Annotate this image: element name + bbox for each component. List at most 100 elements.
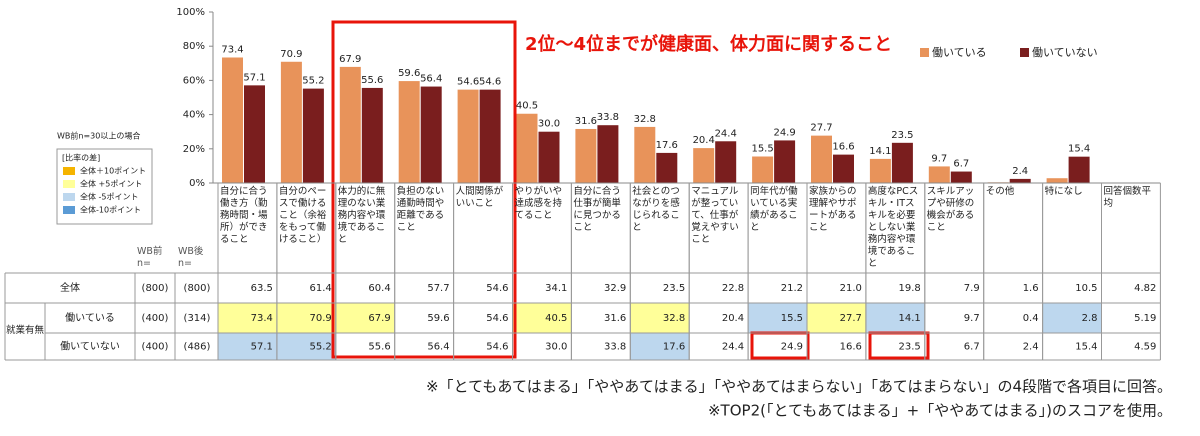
bar <box>928 166 950 183</box>
footnote: ※TOP2(「とてもあてはまる」+「ややあてはまる」)のスコアを使用。 <box>708 402 1172 420</box>
data-label: 15.4 <box>1068 144 1090 155</box>
table-cell: 32.9 <box>604 283 626 294</box>
bar <box>575 128 597 183</box>
data-label: 17.6 <box>656 140 678 151</box>
table-cell: 59.6 <box>427 313 449 324</box>
table-cell: 56.4 <box>427 342 449 353</box>
bar <box>833 154 854 183</box>
cell-shading <box>276 333 336 360</box>
footnote: ※「とてもあてはまる」「ややあてはまる」「ややあてはまらない」「あてはまらない」… <box>426 378 1172 396</box>
table-cell: 67.9 <box>368 313 390 324</box>
bar <box>479 89 501 183</box>
bar <box>597 125 619 183</box>
shade-legend-box <box>56 148 153 225</box>
data-label: 55.2 <box>302 76 324 87</box>
table-cell: 15.4 <box>1075 342 1097 353</box>
table-cell: 1.6 <box>1023 283 1039 294</box>
table-cell: 24.4 <box>722 342 744 353</box>
n-after: (800) <box>184 283 211 294</box>
table-cell: 32.8 <box>663 313 685 324</box>
table-cell: 9.7 <box>964 313 980 324</box>
data-label: 40.5 <box>516 101 538 112</box>
column-header: 人間関係がいいこと <box>455 186 504 209</box>
bar <box>634 126 656 183</box>
row-label: 働いていない <box>60 340 120 353</box>
y-tick-label: 60% <box>183 75 205 86</box>
column-header: 高度なPCスキル・ITスキルを必要としない業務内容や環境であること <box>867 186 919 269</box>
table-cell: 0.4 <box>1023 313 1039 324</box>
legend-swatch <box>920 48 929 57</box>
table-cell: 27.7 <box>840 313 862 324</box>
cell-shading <box>630 333 690 360</box>
shade-legend-label: 全体 +5ポイント <box>80 179 142 189</box>
bar <box>752 156 774 183</box>
legend-label: 働いている <box>932 46 987 59</box>
table-cell: 7.9 <box>964 283 980 294</box>
table-cell: 23.5 <box>663 283 685 294</box>
data-label: 20.4 <box>693 135 715 146</box>
data-label: 70.9 <box>280 49 302 60</box>
table-cell: 24.9 <box>781 342 803 353</box>
shade-legend-label: 全体 -5ポイント <box>80 192 139 202</box>
table-cell: 70.9 <box>310 313 332 324</box>
cell-shading <box>807 303 866 333</box>
table-cell: 6.7 <box>964 342 980 353</box>
bar <box>1046 178 1068 183</box>
column-header: 自分に合う仕事が簡単に見つかること <box>573 186 621 233</box>
table-cell: 20.4 <box>722 313 744 324</box>
shade-legend-title: [比率の差] <box>62 153 100 163</box>
column-header: 体力的に無理のない業務内容や環境であること <box>337 186 386 245</box>
legend-swatch <box>1020 48 1029 57</box>
table-cell: 10.5 <box>1075 283 1097 294</box>
bar <box>715 141 737 183</box>
row-label: 働いている <box>65 311 115 324</box>
table-cell: 61.4 <box>310 283 332 294</box>
cell-shading <box>218 333 277 360</box>
data-label: 15.5 <box>751 143 773 154</box>
legend-label: 働いていない <box>1032 46 1098 59</box>
data-label: 24.4 <box>715 128 737 139</box>
data-label: 27.7 <box>810 123 832 134</box>
table-cell: 60.4 <box>368 283 390 294</box>
table-cell: 2.4 <box>1023 342 1039 353</box>
highlight-box <box>331 20 517 359</box>
row-label: 全体 <box>60 281 80 294</box>
bar <box>361 87 383 183</box>
table-cell: 4.59 <box>1134 342 1156 353</box>
y-tick-label: 20% <box>183 144 205 155</box>
table-cell: 34.1 <box>545 283 567 294</box>
data-label: 56.4 <box>420 74 442 85</box>
table-cell: 54.6 <box>486 283 508 294</box>
table-cell: 63.5 <box>251 283 273 294</box>
column-header: 自分に合う働き方（勤務時間・場所）ができること <box>220 186 268 245</box>
data-label: 54.6 <box>479 77 501 88</box>
table-cell: 31.6 <box>604 313 626 324</box>
column-header: やりがいや達成感を持てること <box>514 186 563 221</box>
bar <box>656 152 678 183</box>
shade-legend-note: WB前n=30以上の場合 <box>57 131 140 141</box>
table-cell: 54.6 <box>486 313 508 324</box>
data-label: 59.6 <box>398 68 420 79</box>
shade-legend-swatch <box>63 193 75 201</box>
table-cell: 73.4 <box>251 313 273 324</box>
data-label: 33.8 <box>597 112 619 123</box>
n-before: (800) <box>142 283 169 294</box>
shade-legend-swatch <box>63 206 75 214</box>
y-tick-label: 0% <box>189 178 205 189</box>
data-label: 2.4 <box>1012 166 1028 177</box>
table-cell: 21.0 <box>840 283 862 294</box>
y-tick-label: 100% <box>176 7 205 18</box>
cell-shading <box>1042 303 1102 333</box>
cell-shading <box>335 303 395 333</box>
bar <box>950 171 972 183</box>
bar <box>891 142 913 183</box>
table-cell: 55.2 <box>310 342 332 353</box>
cell-shading <box>865 303 925 333</box>
column-header: 自分のペースで働けること（余裕をもって働けること） <box>278 186 327 245</box>
bar <box>774 140 796 183</box>
column-header: 家族からの理解やサポートがあること <box>809 186 857 233</box>
data-label: 6.7 <box>953 159 969 170</box>
y-tick-label: 40% <box>183 110 205 121</box>
bar <box>244 85 265 183</box>
